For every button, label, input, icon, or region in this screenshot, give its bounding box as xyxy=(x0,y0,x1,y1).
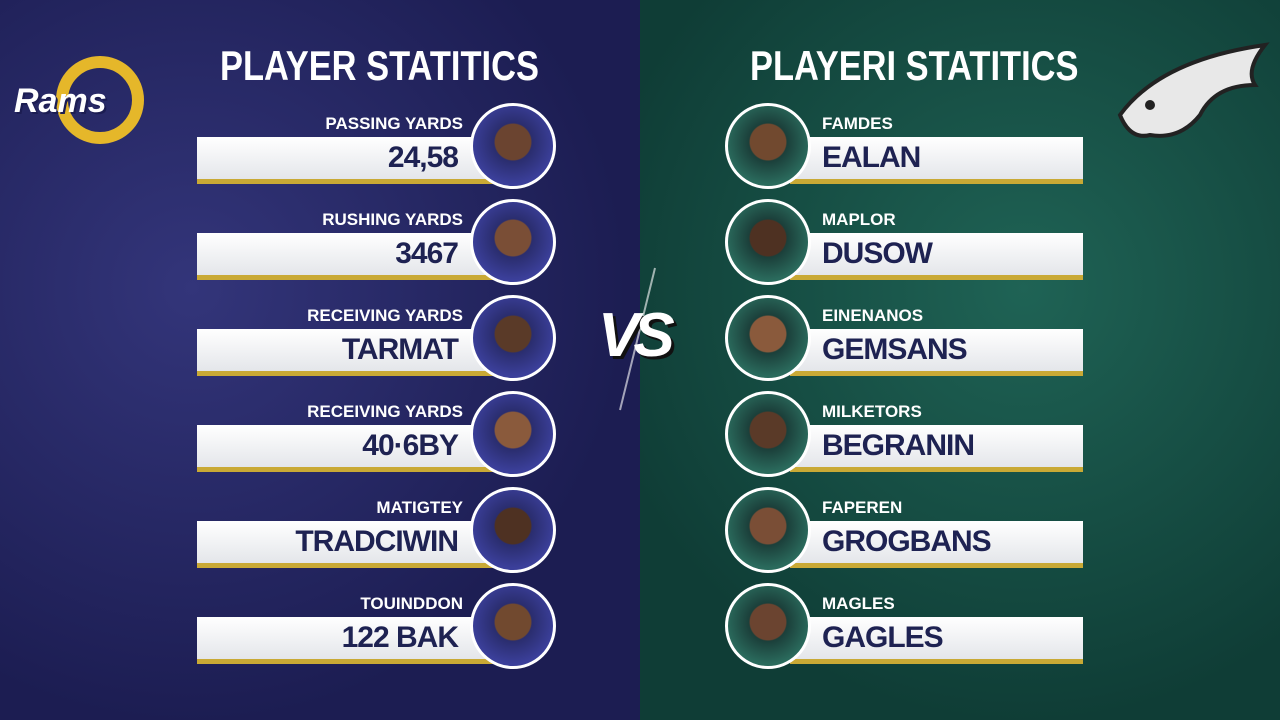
right-title: PLAYERI STATITICS xyxy=(750,42,1079,89)
stat-value: 3467 xyxy=(395,237,459,270)
eagle-eye xyxy=(1145,100,1155,110)
stat-label: EINENANOS xyxy=(822,306,924,325)
stat-value: BEGRANIN xyxy=(822,429,975,462)
left-title: PLAYER STATITICS xyxy=(220,42,539,89)
versus: VS xyxy=(598,301,675,370)
stat-label: TOUINDDON xyxy=(360,594,463,613)
player-photo xyxy=(725,103,811,189)
stat-value: TRADCIWIN xyxy=(295,525,459,558)
player-photo xyxy=(470,199,556,285)
stat-value: 24,58 xyxy=(387,141,459,174)
stat-label: MAGLES xyxy=(822,594,895,613)
stat-bar xyxy=(790,137,1083,184)
divider xyxy=(619,267,656,411)
stat-bar xyxy=(197,233,517,280)
player-photo xyxy=(470,487,556,573)
stat-label: RUSHING YARDS xyxy=(322,210,463,229)
player-photo xyxy=(725,199,811,285)
rams-logo-text: Rams xyxy=(14,82,107,120)
player-photo xyxy=(725,295,811,381)
stat-bar xyxy=(197,425,517,472)
player-photo xyxy=(725,487,811,573)
stat-bar xyxy=(790,233,1083,280)
stat-bar xyxy=(790,329,1083,376)
stat-bar xyxy=(790,521,1083,568)
stat-bar xyxy=(197,137,517,184)
stat-value: GEMSANS xyxy=(822,333,968,366)
stat-label: MILKETORS xyxy=(822,402,922,421)
eagle-logo xyxy=(1117,42,1270,138)
stat-bar xyxy=(790,617,1083,664)
player-photo xyxy=(725,583,811,669)
stat-value: 40·6BY xyxy=(362,429,459,462)
player-photo xyxy=(470,103,556,189)
player-photo xyxy=(470,391,556,477)
stat-value: DUSOW xyxy=(822,237,933,270)
stat-bar xyxy=(197,329,517,376)
stat-bar xyxy=(197,521,517,568)
stat-label: FAPEREN xyxy=(822,498,903,517)
stat-value: 122 BAK xyxy=(341,621,459,654)
stat-label: MAPLOR xyxy=(822,210,896,229)
rams-horn xyxy=(56,56,144,144)
stat-label: RECEIVING YARDS xyxy=(307,402,463,421)
player-photo xyxy=(725,391,811,477)
stat-label: MATIGTEY xyxy=(376,498,463,517)
stat-label: PASSING YARDS xyxy=(325,114,463,133)
stat-value: EALAN xyxy=(822,141,921,174)
stat-bar xyxy=(197,617,517,664)
stat-value: TARMAT xyxy=(341,333,459,366)
stat-label: RECEIVING YARDS xyxy=(307,306,463,325)
stat-label: FAMDES xyxy=(822,114,893,133)
player-photo xyxy=(470,295,556,381)
stat-value: GAGLES xyxy=(822,621,944,654)
player-photo xyxy=(470,583,556,669)
stat-value: GROGBANS xyxy=(822,525,992,558)
stat-bar xyxy=(790,425,1083,472)
